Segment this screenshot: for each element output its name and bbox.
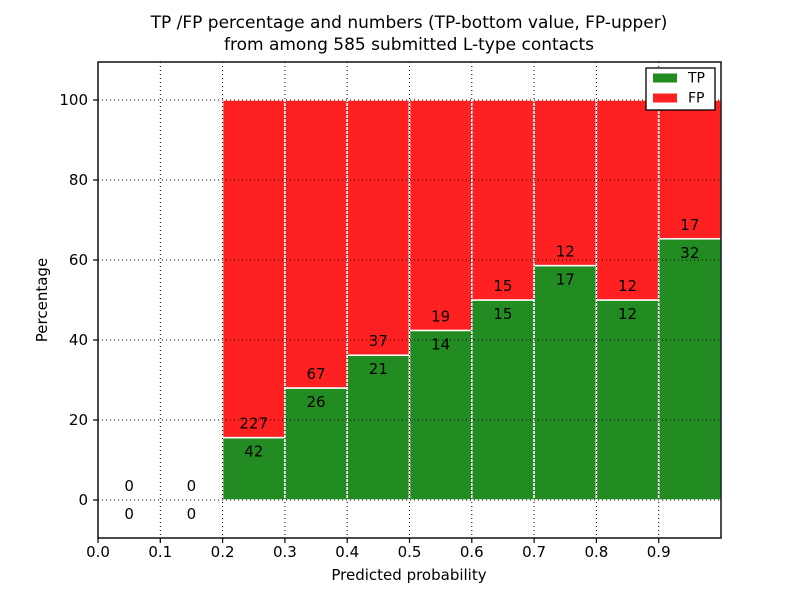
x-axis-label: Predicted probability [331, 566, 486, 584]
tp-count-label: 15 [493, 305, 512, 323]
bar-tp-segment [284, 387, 348, 501]
bar-fp-segment [284, 99, 348, 389]
fp-count-label: 12 [618, 277, 637, 295]
bar-tp-segment [471, 299, 535, 501]
fp-count-label: 17 [680, 216, 699, 234]
bars-layer [221, 99, 722, 501]
x-tick-label: 0.5 [398, 543, 422, 561]
bar-tp-segment [221, 436, 286, 501]
y-axis-label: Percentage [33, 258, 51, 342]
legend-swatch-fp [653, 93, 677, 103]
x-tick-label: 0.8 [584, 543, 608, 561]
x-tick-label: 0.2 [211, 543, 235, 561]
tp-count-label: 42 [244, 443, 263, 461]
y-tick-label: 100 [59, 91, 88, 109]
tp-count-label: 26 [307, 393, 326, 411]
y-tick-label: 0 [78, 491, 88, 509]
bar-tp-segment [657, 238, 722, 501]
bar-tp-segment [595, 299, 660, 501]
x-tick-label: 0.7 [522, 543, 546, 561]
x-tick-label: 0.9 [647, 543, 671, 561]
fp-count-label: 0 [124, 477, 134, 495]
tick-label-layer: 0.0 0.1 0.2 0.3 0.4 0.5 0.6 0.7 0.8 0.9 0 20 40 60 80 1… [59, 91, 670, 561]
count-label-layer: 0 0 0 0 227 42 67 26 37 21 19 14 15 15 12 17 12 12 17 32 [124, 216, 699, 523]
bar-fp-segment [346, 99, 411, 356]
fp-count-label: 19 [431, 307, 450, 325]
y-tick-label: 60 [69, 251, 88, 269]
tp-count-label: 21 [369, 360, 388, 378]
fp-count-label: 227 [239, 415, 268, 433]
tick-layer [93, 99, 660, 543]
fp-count-label: 12 [556, 243, 575, 261]
legend: TP FP [645, 67, 716, 111]
legend-swatch-tp [653, 73, 677, 83]
bar-fp-segment [595, 99, 660, 301]
x-tick-label: 0.0 [86, 543, 110, 561]
chart-title-line1: TP /FP percentage and numbers (TP-bottom… [150, 13, 668, 33]
tp-count-label: 0 [124, 505, 134, 523]
tp-count-label: 0 [187, 505, 197, 523]
legend-label-tp: TP [687, 71, 705, 87]
bar-fp-segment [533, 99, 598, 267]
legend-label-fp: FP [688, 91, 705, 107]
x-tick-label: 0.4 [335, 543, 359, 561]
fp-count-label: 37 [369, 332, 388, 350]
tp-count-label: 14 [431, 335, 450, 353]
fp-count-label: 67 [307, 365, 326, 383]
grid-layer [98, 62, 721, 538]
bar-tp-segment [533, 264, 598, 501]
x-tick-label: 0.6 [460, 543, 484, 561]
bar-fp-segment [221, 99, 286, 439]
x-tick-label: 0.3 [273, 543, 297, 561]
bar-fp-segment [408, 99, 473, 332]
y-tick-label: 20 [69, 411, 88, 429]
fp-count-label: 0 [187, 477, 197, 495]
chart-title-line2: from among 585 submitted L-type contacts [224, 35, 594, 55]
x-tick-label: 0.1 [148, 543, 172, 561]
tp-count-label: 17 [556, 271, 575, 289]
tp-count-label: 12 [618, 305, 637, 323]
fp-count-label: 15 [493, 277, 512, 295]
tp-count-label: 32 [680, 244, 699, 262]
y-tick-label: 80 [69, 171, 88, 189]
y-tick-label: 40 [69, 331, 88, 349]
bar-fp-segment [471, 99, 535, 301]
bar-tp-segment [408, 329, 473, 501]
